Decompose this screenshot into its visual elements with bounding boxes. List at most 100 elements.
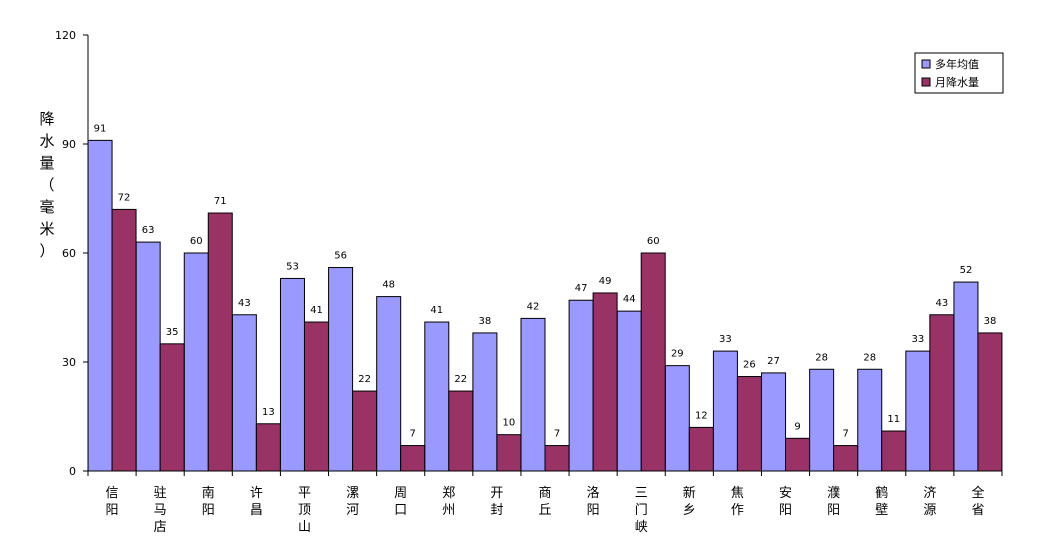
- data-label: 22: [358, 374, 371, 385]
- y-tick-label: 120: [55, 29, 76, 42]
- x-tick-label: 开封: [490, 486, 503, 518]
- bar: [857, 368, 883, 472]
- x-tick-label: 平顶山: [298, 486, 311, 535]
- x-tick-label: 漯河: [346, 486, 359, 518]
- x-tick-label: 郑州: [442, 486, 455, 518]
- bar: [809, 368, 835, 472]
- data-label: 33: [911, 334, 924, 345]
- data-label: 44: [623, 294, 636, 305]
- y-tick-label: 0: [69, 465, 76, 478]
- bar: [376, 296, 402, 472]
- y-axis-title: 降水量（毫米）: [39, 110, 54, 260]
- x-tick-label: 安阳: [779, 486, 792, 518]
- y-axis-label: 降水量（毫米）: [39, 110, 54, 260]
- data-label: 9: [794, 421, 800, 432]
- data-label: 12: [695, 410, 708, 421]
- data-label: 7: [409, 429, 415, 440]
- y-tick-label: 90: [62, 138, 76, 151]
- legend-label: 多年均值: [935, 57, 979, 71]
- series-1: 91 63 60 43 53 56 48 41 38 42 47 44 29 33 27 28 28 33 52: [87, 123, 979, 472]
- data-label: 7: [554, 429, 560, 440]
- x-tick-label: 焦作: [731, 486, 744, 518]
- bar: [400, 445, 426, 472]
- bar: [712, 350, 738, 472]
- data-label: 48: [382, 280, 395, 291]
- bar: [761, 372, 787, 472]
- data-label: 53: [286, 261, 299, 272]
- bar: [977, 332, 1003, 472]
- data-label: 72: [118, 192, 131, 203]
- x-tick-label: 信阳: [106, 486, 119, 518]
- bar: [472, 332, 498, 472]
- data-label: 13: [262, 407, 275, 418]
- data-label: 63: [142, 225, 155, 236]
- bar: [87, 139, 113, 472]
- bar: [424, 321, 450, 472]
- data-label: 35: [166, 327, 179, 338]
- x-tick-label: 商丘: [538, 486, 551, 518]
- bar: [352, 390, 378, 472]
- bar: [496, 434, 522, 472]
- bar: [159, 343, 185, 472]
- data-label: 42: [527, 301, 540, 312]
- y-axis: 0 30 60 90 120: [55, 29, 89, 478]
- data-label: 47: [575, 283, 588, 294]
- bar: [135, 241, 161, 472]
- x-tick-label: 洛阳: [587, 486, 600, 518]
- data-label: 28: [815, 352, 828, 363]
- bar: [183, 252, 209, 472]
- bar: [568, 299, 594, 472]
- data-label: 91: [94, 123, 107, 134]
- data-label: 33: [719, 334, 732, 345]
- bar: [833, 445, 859, 472]
- x-tick-label: 济源: [923, 486, 936, 518]
- y-tick-label: 30: [62, 356, 76, 369]
- x-tick-label: 许昌: [250, 486, 263, 518]
- x-tick-label: 新乡: [683, 485, 696, 518]
- legend-swatch: [921, 77, 931, 87]
- bar: [785, 437, 811, 472]
- bar: [231, 314, 257, 472]
- legend-label: 月降水量: [935, 75, 979, 89]
- bar: [255, 423, 281, 472]
- bar: [279, 277, 305, 472]
- bar: [736, 376, 762, 472]
- data-label: 49: [599, 276, 612, 287]
- bar: [544, 445, 570, 472]
- bar: [929, 314, 955, 472]
- data-label: 60: [190, 236, 203, 247]
- bar: [207, 212, 233, 472]
- data-label: 29: [671, 349, 684, 360]
- data-label: 60: [647, 236, 660, 247]
- x-tick-label: 濮阳: [827, 486, 840, 518]
- data-label: 52: [960, 265, 973, 276]
- bar: [640, 252, 666, 472]
- bar: [328, 267, 354, 472]
- bar: [881, 430, 907, 472]
- bar: [448, 390, 474, 472]
- data-label: 38: [984, 316, 997, 327]
- data-label: 43: [935, 298, 948, 309]
- legend-swatch: [921, 59, 931, 69]
- bar: [953, 281, 979, 472]
- x-tick-label: 周口: [394, 486, 407, 518]
- data-label: 56: [334, 251, 347, 262]
- bar: [303, 321, 329, 472]
- data-label: 41: [310, 305, 323, 316]
- bar: [905, 350, 931, 472]
- x-axis: 信阳 驻马店 南阳 许昌 平顶山 漯河 周口 郑州 开封 商丘 洛阳 三门峡 新乡 焦作 安阳 濮阳 鹤壁 济源 全…: [87, 470, 1003, 535]
- x-tick-label: 南阳: [202, 485, 215, 518]
- series-2: 72 35 71 13 41 22 7 22 10 7 49 60 12 26 9 7 11 43 38: [111, 192, 1003, 472]
- data-label: 26: [743, 360, 756, 371]
- bar: [111, 208, 137, 472]
- data-label: 22: [454, 374, 467, 385]
- x-tick-label: 三门峡: [635, 486, 648, 535]
- data-label: 71: [214, 196, 227, 207]
- bar: [520, 317, 546, 472]
- data-label: 11: [887, 414, 900, 425]
- data-label: 41: [430, 305, 443, 316]
- data-label: 7: [842, 429, 848, 440]
